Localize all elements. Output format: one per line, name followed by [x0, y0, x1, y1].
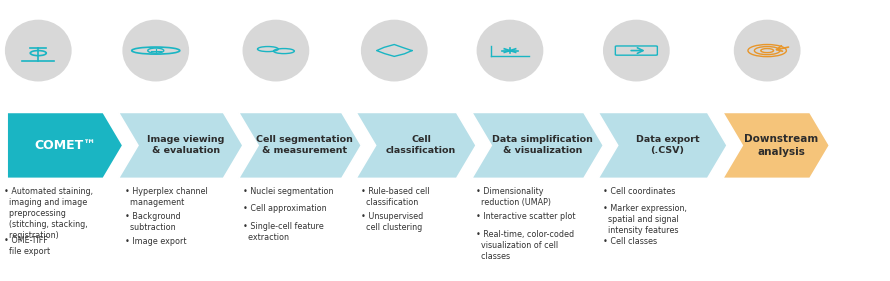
Text: • Cell approximation: • Cell approximation — [243, 204, 327, 213]
Text: • Background
  subtraction: • Background subtraction — [125, 212, 181, 232]
Text: • Cell classes: • Cell classes — [603, 237, 657, 246]
Text: Data export
(.CSV): Data export (.CSV) — [635, 135, 700, 155]
Text: • Real-time, color-coded
  visualization of cell
  classes: • Real-time, color-coded visualization o… — [476, 230, 574, 261]
Ellipse shape — [477, 20, 543, 81]
Text: • Interactive scatter plot: • Interactive scatter plot — [476, 212, 576, 221]
Text: • Cell coordinates: • Cell coordinates — [603, 187, 675, 196]
Text: • Unsupervised
  cell clustering: • Unsupervised cell clustering — [361, 212, 424, 232]
Text: Downstream
analysis: Downstream analysis — [744, 134, 818, 157]
Ellipse shape — [242, 20, 310, 81]
Text: • Rule-based cell
  classification: • Rule-based cell classification — [361, 187, 430, 207]
Text: • Nuclei segmentation: • Nuclei segmentation — [243, 187, 334, 196]
Polygon shape — [472, 112, 603, 178]
Text: • Dimensionality
  reduction (UMAP): • Dimensionality reduction (UMAP) — [476, 187, 551, 207]
Text: COMET™: COMET™ — [34, 139, 96, 152]
Ellipse shape — [733, 20, 801, 81]
Ellipse shape — [603, 20, 670, 81]
Text: Data simplification
& visualization: Data simplification & visualization — [492, 135, 593, 155]
Text: • Single-cell feature
  extraction: • Single-cell feature extraction — [243, 222, 324, 242]
Text: • Image export: • Image export — [125, 237, 186, 246]
Ellipse shape — [4, 20, 71, 81]
Polygon shape — [118, 112, 243, 178]
Ellipse shape — [123, 20, 190, 81]
Text: Cell segmentation
& measurement: Cell segmentation & measurement — [256, 135, 353, 155]
Text: • Automated staining,
  imaging and image
  preprocessing
  (stitching, stacking: • Automated staining, imaging and image … — [4, 187, 93, 240]
Ellipse shape — [361, 20, 428, 81]
Polygon shape — [239, 112, 361, 178]
Polygon shape — [723, 112, 829, 178]
Text: • OME-TIFF
  file export: • OME-TIFF file export — [4, 236, 50, 256]
Text: • Hyperplex channel
  management: • Hyperplex channel management — [125, 187, 207, 207]
Text: • Marker expression,
  spatial and signal
  intensity features: • Marker expression, spatial and signal … — [603, 204, 686, 235]
Polygon shape — [356, 112, 476, 178]
Text: Image viewing
& evaluation: Image viewing & evaluation — [147, 135, 224, 155]
Polygon shape — [7, 112, 123, 178]
Polygon shape — [598, 112, 727, 178]
Text: Cell
classification: Cell classification — [386, 135, 456, 155]
